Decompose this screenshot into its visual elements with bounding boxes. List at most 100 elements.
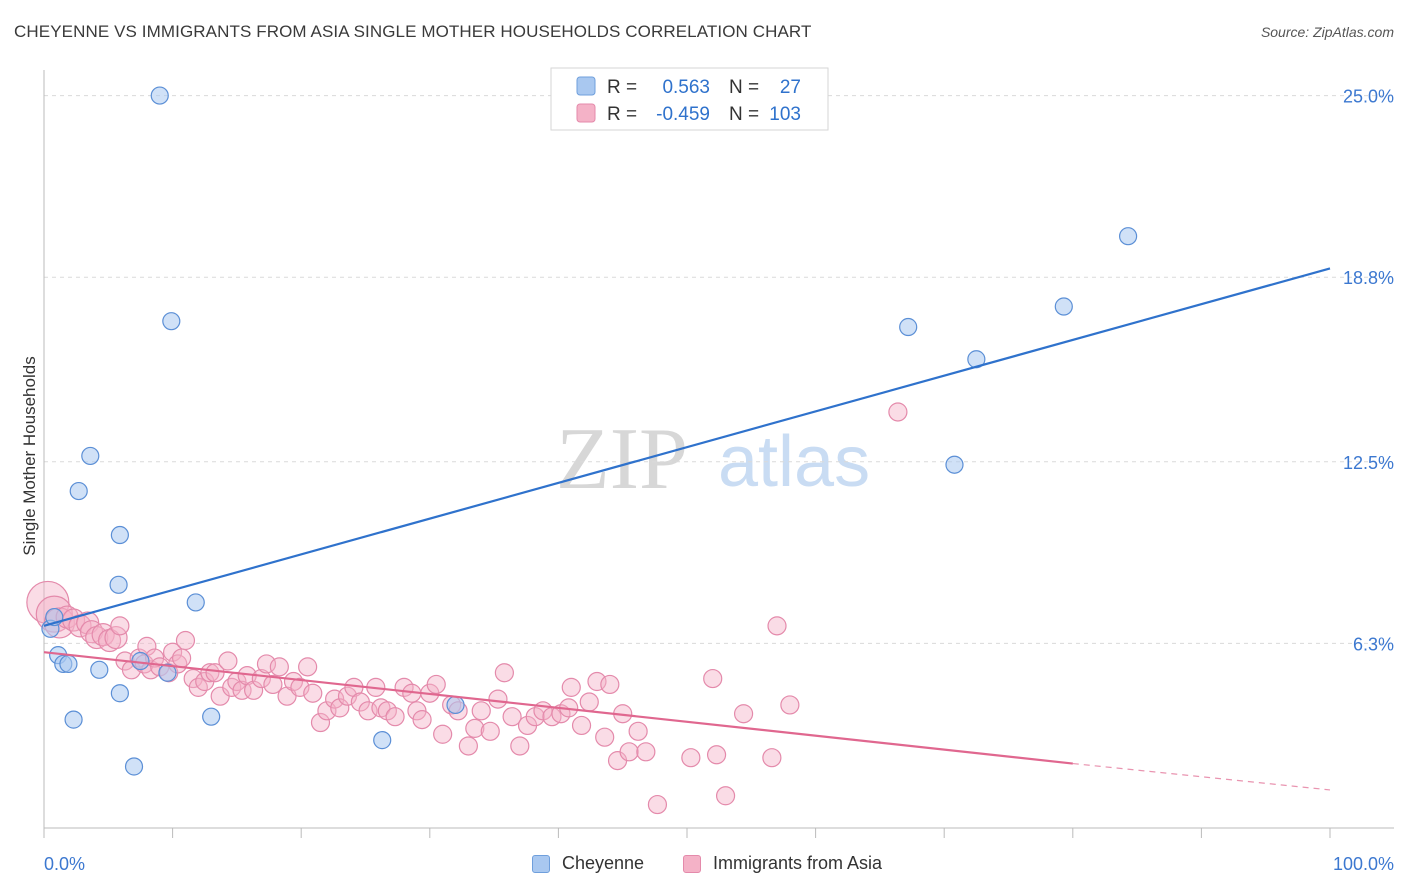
legend-n-label-1: N = xyxy=(729,77,759,98)
immigrants-point xyxy=(571,715,592,736)
y-tick-labels: 6.3% 12.5% 18.8% 25.0% xyxy=(1343,87,1394,655)
immigrants-point xyxy=(175,630,196,651)
cheyenne-point xyxy=(110,525,129,545)
cheyenne-point xyxy=(1054,297,1073,316)
immigrants-point xyxy=(636,742,656,762)
immigrants-point xyxy=(628,721,648,741)
immigrants-point xyxy=(104,625,128,650)
immigrants-point xyxy=(200,663,220,683)
immigrants-point xyxy=(377,701,397,721)
x-tick-label-max: 100.0% xyxy=(1333,854,1394,874)
immigrants-point xyxy=(465,718,485,738)
immigrants-point xyxy=(218,651,238,671)
immigrants-point xyxy=(888,402,908,422)
immigrants-point xyxy=(385,707,405,727)
cheyenne-trend-line xyxy=(43,267,1331,627)
bottom-legend-immigrants: Immigrants from Asia xyxy=(683,853,882,874)
legend-r-label-2: R = xyxy=(607,104,637,125)
watermark-zip: ZIP xyxy=(556,411,688,508)
immigrants-trend-extension xyxy=(1072,762,1331,791)
cheyenne-point xyxy=(69,481,88,501)
cheyenne-point xyxy=(124,757,144,776)
immigrants-point xyxy=(458,736,478,756)
legend-n-value-1: 27 xyxy=(780,77,801,98)
cheyenne-point xyxy=(186,593,205,612)
legend-box xyxy=(550,67,829,131)
y-tick-label: 6.3% xyxy=(1353,634,1394,654)
y-axis-label: Single Mother Households xyxy=(20,356,39,555)
legend-swatch-cheyenne xyxy=(576,76,596,96)
immigrants-point xyxy=(110,616,130,636)
immigrants-point xyxy=(303,683,323,703)
chart-title: CHEYENNE VS IMMIGRANTS FROM ASIA SINGLE … xyxy=(14,22,812,41)
bottom-legend-label-cheyenne: Cheyenne xyxy=(562,853,645,873)
immigrants-point xyxy=(97,628,122,653)
cheyenne-point xyxy=(150,86,169,105)
cheyenne-point xyxy=(64,710,83,729)
y-tick-label: 12.5% xyxy=(1343,453,1394,473)
axes xyxy=(43,70,1394,838)
immigrants-point xyxy=(510,736,530,756)
legend-n-label-2: N = xyxy=(729,104,759,125)
bottom-legend-cheyenne: Cheyenne xyxy=(532,853,644,874)
immigrants-point xyxy=(488,689,508,709)
immigrants-point xyxy=(561,677,581,697)
correlation-legend: R = 0.563 N = 27 R = -0.459 N = 103 xyxy=(550,67,829,131)
immigrants-point xyxy=(780,695,800,715)
y-tick-label: 25.0% xyxy=(1343,87,1394,107)
bottom-legend-label-immigrants: Immigrants from Asia xyxy=(713,853,883,873)
immigrants-point xyxy=(647,794,668,815)
cheyenne-point xyxy=(899,317,918,337)
immigrants-point xyxy=(426,674,446,695)
immigrants-point xyxy=(172,648,192,668)
immigrants-point xyxy=(244,680,264,700)
immigrants-point xyxy=(263,674,283,695)
legend-n-value-2: 103 xyxy=(769,104,801,125)
immigrants-point xyxy=(525,707,545,727)
cheyenne-point xyxy=(90,660,109,679)
immigrants-point xyxy=(706,745,727,765)
immigrants-point xyxy=(619,742,639,762)
immigrants-point xyxy=(715,786,736,806)
immigrants-point xyxy=(595,727,615,747)
immigrants-point xyxy=(767,616,787,636)
immigrants-point xyxy=(269,657,289,677)
immigrants-point xyxy=(330,698,350,718)
bottom-legend-swatch-cheyenne xyxy=(532,854,550,873)
cheyenne-point xyxy=(109,575,128,594)
cheyenne-point xyxy=(945,455,964,474)
immigrants-point xyxy=(703,668,723,689)
x-tick-label-min: 0.0% xyxy=(44,854,85,874)
cheyenne-point xyxy=(81,446,100,466)
cheyenne-point xyxy=(158,663,177,682)
legend-swatch-immigrants xyxy=(576,103,596,123)
bottom-legend-swatch-immigrants xyxy=(683,854,701,873)
immigrants-point xyxy=(600,674,620,695)
immigrants-point xyxy=(502,707,522,727)
source-label: Source: ZipAtlas.com xyxy=(1260,24,1394,40)
immigrants-point xyxy=(298,657,318,677)
y-tick-label: 18.8% xyxy=(1343,268,1394,288)
gridlines xyxy=(44,95,1394,644)
cheyenne-point xyxy=(110,684,129,703)
immigrants-point xyxy=(471,701,491,721)
cheyenne-point xyxy=(202,707,221,726)
cheyenne-point xyxy=(1118,227,1138,246)
cheyenne-point xyxy=(59,654,78,674)
immigrants-point xyxy=(480,721,500,741)
legend-r-value-1: 0.563 xyxy=(662,77,710,98)
immigrants-point xyxy=(762,748,782,768)
cheyenne-point xyxy=(446,695,465,715)
bottom-legend: Cheyenne Immigrants from Asia xyxy=(0,853,1406,877)
immigrants-point xyxy=(310,712,331,733)
legend-r-label-1: R = xyxy=(607,77,637,98)
cheyenne-point xyxy=(162,312,181,331)
immigrants-point xyxy=(733,704,754,724)
cheyenne-point xyxy=(373,731,392,750)
immigrants-point xyxy=(494,663,514,683)
immigrants-point xyxy=(232,680,252,700)
immigrants-point xyxy=(681,748,701,768)
immigrants-point xyxy=(412,710,432,730)
immigrants-trend-line xyxy=(43,651,1073,765)
